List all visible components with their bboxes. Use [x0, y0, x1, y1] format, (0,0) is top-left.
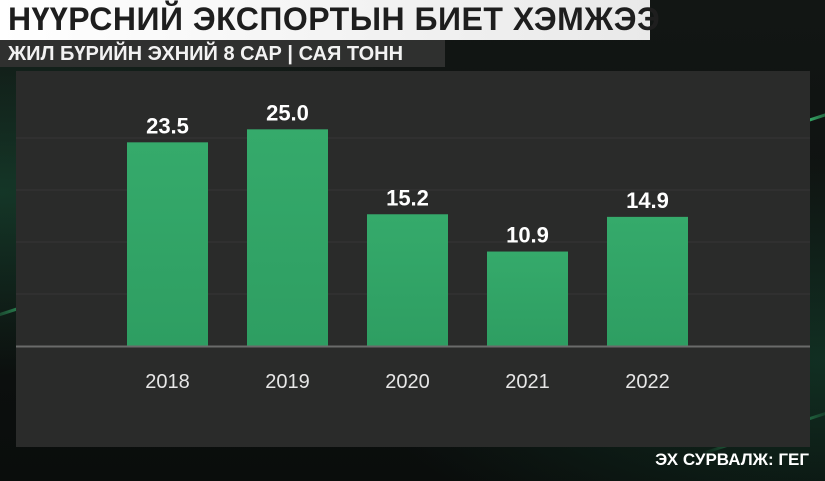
bar-2022 — [607, 216, 688, 346]
value-label-2021: 10.9 — [506, 223, 549, 248]
value-label-2022: 14.9 — [626, 188, 669, 213]
bar-2021 — [487, 251, 568, 346]
bar-2018 — [127, 142, 208, 346]
x-tick-label-2019: 2019 — [265, 371, 310, 393]
chart-subtitle: ЖИЛ БҮРИЙН ЭХНИЙ 8 САР | САЯ ТОНН — [8, 43, 404, 65]
value-label-2020: 15.2 — [386, 185, 429, 210]
x-tick-label-2022: 2022 — [625, 371, 670, 393]
value-label-2018: 23.5 — [146, 113, 189, 138]
bar-chart: 23.5 2018 25.0 2019 15.2 2020 10.9 2021 14.9 2022 — [16, 100, 810, 393]
subtitle-bar: ЖИЛ БҮРИЙН ЭХНИЙ 8 САР | САЯ ТОНН — [0, 40, 445, 67]
source-note: ЭХ СУРВАЛЖ: ГЕГ — [655, 450, 809, 469]
bar-2019 — [247, 129, 328, 346]
bar-2020 — [367, 214, 448, 346]
chart-title: НҮҮРСНИЙ ЭКСПОРТЫН БИЕТ ХЭМЖЭЭ — [8, 1, 661, 37]
x-tick-label-2018: 2018 — [145, 371, 190, 393]
value-label-2019: 25.0 — [266, 100, 309, 125]
plot-panel: 23.5 2018 25.0 2019 15.2 2020 10.9 2021 14.9 2022 — [16, 71, 810, 447]
x-tick-label-2020: 2020 — [385, 371, 430, 393]
title-bar: НҮҮРСНИЙ ЭКСПОРТЫН БИЕТ ХЭМЖЭЭ — [0, 0, 660, 40]
x-tick-label-2021: 2021 — [505, 371, 550, 393]
